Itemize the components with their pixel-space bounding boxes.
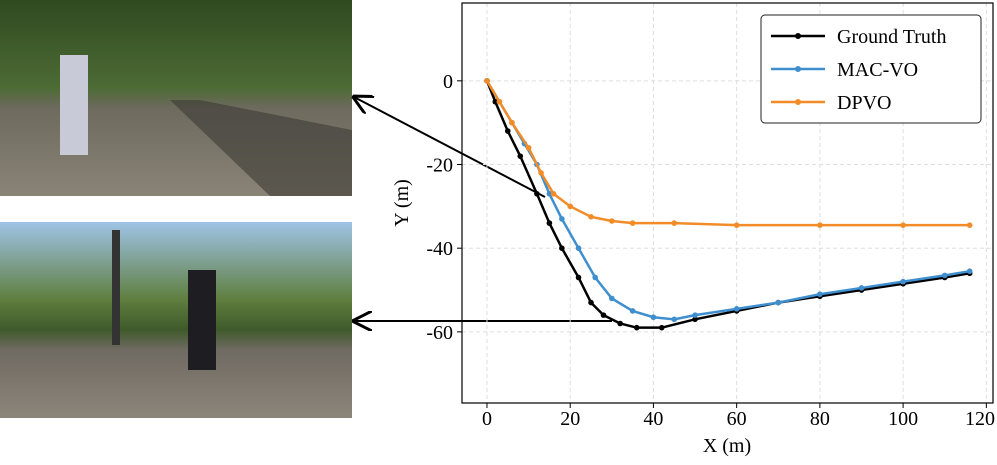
legend-label: DPVO	[837, 92, 891, 114]
series-point	[941, 272, 948, 279]
series-point	[517, 153, 524, 159]
series-point	[692, 312, 698, 318]
x-tick-label: 40	[643, 408, 663, 430]
photo-person	[188, 270, 216, 370]
x-tick-label: 80	[810, 408, 830, 430]
series-point	[817, 222, 823, 228]
legend-box	[760, 14, 982, 124]
series-point	[900, 222, 906, 228]
legend-marker	[795, 66, 801, 72]
photo-bottom	[0, 222, 352, 418]
photo-road	[170, 100, 352, 196]
series-point	[592, 274, 598, 281]
series-point	[966, 268, 973, 275]
legend-label: MAC-VO	[837, 59, 918, 81]
plot: 0 20 40 60 80 100 120 -60 -40 -20 0 Ground Truth MAC…	[426, 2, 995, 430]
legend-label: Ground Truth	[837, 26, 946, 48]
series-point	[609, 218, 615, 224]
x-tick-label: 120	[965, 408, 995, 430]
legend-marker	[795, 33, 801, 39]
x-tick-label: 20	[560, 408, 580, 430]
series-point	[817, 291, 823, 298]
series-point	[492, 98, 499, 105]
series-point	[966, 222, 973, 228]
series-point	[550, 190, 557, 197]
plot-frame	[461, 2, 994, 404]
series-point	[733, 306, 740, 312]
series-point	[629, 220, 636, 226]
series-point	[658, 324, 665, 331]
photo-pole	[112, 230, 120, 345]
series-point	[484, 78, 490, 84]
x-axis-label: X (m)	[703, 435, 751, 457]
series-point	[671, 220, 678, 226]
series-point	[509, 119, 515, 126]
arrow	[354, 97, 546, 198]
series-point	[559, 216, 565, 222]
y-tick-label: -60	[426, 322, 453, 344]
series-point	[575, 274, 582, 281]
y-tick-label: -20	[426, 155, 453, 177]
x-tick-label: 60	[727, 408, 747, 430]
series-point	[858, 285, 865, 291]
series-point	[609, 295, 615, 302]
series-point	[633, 324, 640, 331]
y-tick-label: -40	[426, 238, 453, 260]
series-point	[692, 316, 698, 323]
x-tick-label: 100	[888, 408, 918, 430]
series-point	[588, 299, 594, 306]
series-point	[617, 320, 623, 327]
series-point	[733, 222, 740, 228]
series-point	[546, 190, 553, 197]
series-point	[671, 316, 678, 323]
series-point	[567, 203, 573, 210]
series-point	[538, 170, 544, 176]
series-point	[650, 314, 657, 321]
x-tick-label: 0	[482, 408, 492, 430]
series-point	[525, 144, 532, 151]
series-point	[900, 278, 906, 285]
series-point	[600, 312, 607, 318]
series-point	[629, 308, 636, 314]
photo-person	[60, 55, 88, 155]
series-point	[534, 190, 540, 197]
y-tick-label: 0	[443, 71, 453, 93]
series-point	[575, 245, 582, 251]
series-point	[504, 128, 511, 134]
legend-marker	[795, 99, 801, 105]
y-axis-label: Y (m)	[391, 179, 413, 227]
series-point	[559, 245, 565, 251]
series-point	[496, 98, 503, 105]
series-point	[775, 299, 782, 306]
series-point	[546, 220, 553, 226]
series-point	[588, 214, 594, 220]
